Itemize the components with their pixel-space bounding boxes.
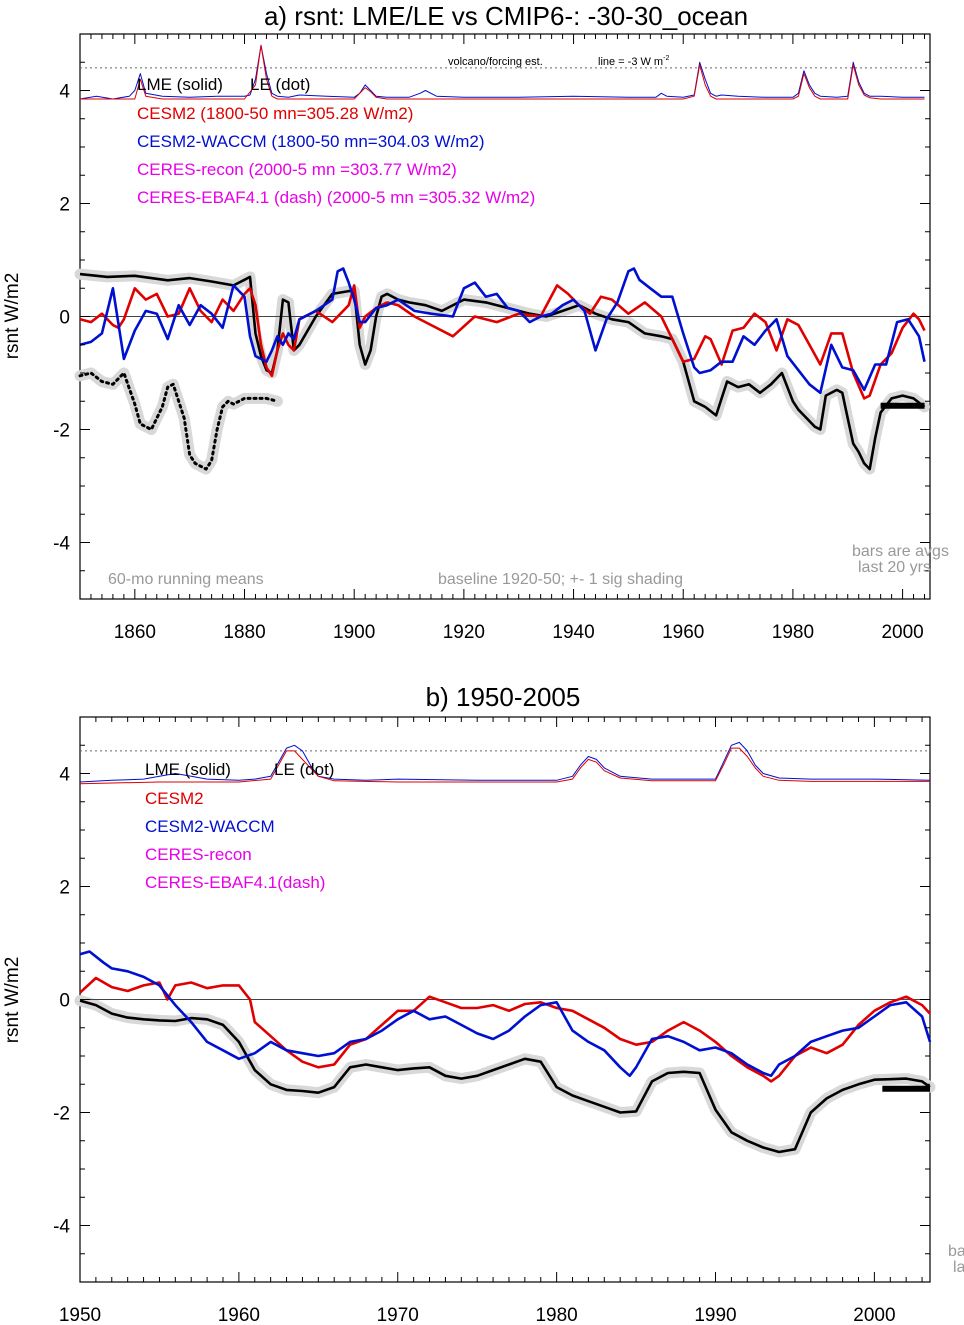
y-tick-label: 4 <box>59 82 70 103</box>
cesm2-waccm-series-line <box>79 267 926 395</box>
le-forcing-series-line <box>80 44 925 100</box>
y-tick-label: -4 <box>53 1217 70 1238</box>
x-tick-label: 1940 <box>552 622 594 643</box>
legend-b-le: LE (dot) <box>274 760 334 779</box>
annotation-bars-line1: bars are avgs <box>852 543 949 560</box>
x-tick-label: 1960 <box>218 1305 260 1325</box>
legend-cesm2: CESM2 (1800-50 mn=305.28 W/m2) <box>137 104 413 123</box>
panel-a-title: a) rsnt: LME/LE vs CMIP6-: -30-30_ocean <box>264 1 748 31</box>
legend-le: LE (dot) <box>250 75 310 94</box>
cesm2-series-line <box>79 284 926 400</box>
legend-ceres-ebaf: CERES-EBAF4.1 (dash) (2000-5 mn =305.32 … <box>137 188 535 207</box>
x-tick-label: 1990 <box>694 1305 736 1325</box>
x-tick-label: 1860 <box>114 622 156 643</box>
annotation-running-means: 60-mo running means <box>108 571 264 588</box>
x-tick-label: 1970 <box>377 1305 419 1325</box>
legend-b-lme: LME (solid) <box>145 760 231 779</box>
annotation-baseline: baseline 1920-50; +- 1 sig shading <box>438 571 683 588</box>
x-tick-label: 1900 <box>333 622 375 643</box>
panel-a-ticks: 4 2 0 -2 -4 1860 1880 1900 1920 1940 1960 1980 2000 <box>53 33 930 643</box>
y-tick-label: -2 <box>53 421 70 442</box>
legend-cesm2-waccm: CESM2-WACCM (1800-50 mn=304.03 W/m2) <box>137 132 485 151</box>
y-tick-label: 4 <box>59 765 70 786</box>
cesm2-waccm-series-line <box>79 950 932 1078</box>
panel-b: b) 1950-2005 rsnt W/m2 4 2 0 -2 -4 1950 1960 19… <box>2 682 964 1325</box>
y-tick-label: 0 <box>59 991 70 1012</box>
panel-b-title: b) 1950-2005 <box>426 682 581 712</box>
x-tick-label: 1950 <box>59 1305 101 1325</box>
lme-forcing-series-line <box>79 741 931 783</box>
annotation-line: line = -3 W m-2 <box>598 55 669 68</box>
y-tick-label: -4 <box>53 534 70 555</box>
annotation-bars-line2: last 20 yrs <box>858 559 931 576</box>
legend-b-cesm2-waccm: CESM2-WACCM <box>145 817 275 836</box>
panel-a: a) rsnt: LME/LE vs CMIP6-: -30-30_ocean … <box>2 1 949 643</box>
panel-b-reference-lines <box>80 750 930 1000</box>
y-tick-label: 0 <box>59 308 70 329</box>
x-tick-label: 1980 <box>535 1305 577 1325</box>
panel-a-ylabel: rsnt W/m2 <box>2 273 23 360</box>
panel-a-reference-lines <box>80 67 930 317</box>
legend-b-ceres-ebaf: CERES-EBAF4.1(dash) <box>145 873 325 892</box>
x-tick-label: 1960 <box>662 622 704 643</box>
annotation-b-bars-line1: ba <box>948 1243 964 1260</box>
legend-ceres-recon: CERES-recon (2000-5 mn =303.77 W/m2) <box>137 160 457 179</box>
panel-a-series <box>78 44 926 471</box>
le-series-line <box>78 371 279 471</box>
x-tick-label: 1880 <box>223 622 265 643</box>
annotation-volcano: volcano/forcing est. <box>448 56 543 68</box>
x-tick-label: 1920 <box>443 622 485 643</box>
cesm2-series-line <box>79 976 931 1083</box>
panel-b-legend: LME (solid) LE (dot) CESM2 CESM2-WACCM C… <box>145 760 334 892</box>
x-tick-label: 1980 <box>772 622 814 643</box>
le-forcing-series-line <box>79 747 930 785</box>
lme-forcing-series-line <box>79 44 925 100</box>
panel-b-series <box>79 741 932 1154</box>
le-sigma-shading <box>74 367 283 475</box>
legend-b-ceres-recon: CERES-recon <box>145 845 252 864</box>
panel-a-shading <box>74 268 930 475</box>
panel-a-legend: LME (solid) LE (dot) CESM2 (1800-50 mn=3… <box>137 75 535 207</box>
x-tick-label: 2000 <box>853 1305 895 1325</box>
lme-sigma-shading <box>74 268 930 475</box>
y-tick-label: -2 <box>53 1104 70 1125</box>
panel-b-ticks: 4 2 0 -2 -4 1950 1960 1970 1980 1990 2000 <box>53 716 930 1325</box>
annotation-b-bars-line2: la <box>953 1259 964 1276</box>
legend-b-cesm2: CESM2 <box>145 789 204 808</box>
y-tick-label: 2 <box>59 195 70 216</box>
x-tick-label: 2000 <box>881 622 923 643</box>
lme-series-line <box>79 999 931 1154</box>
y-tick-label: 2 <box>59 878 70 899</box>
legend-lme: LME (solid) <box>137 75 223 94</box>
panel-b-ylabel: rsnt W/m2 <box>2 957 23 1044</box>
